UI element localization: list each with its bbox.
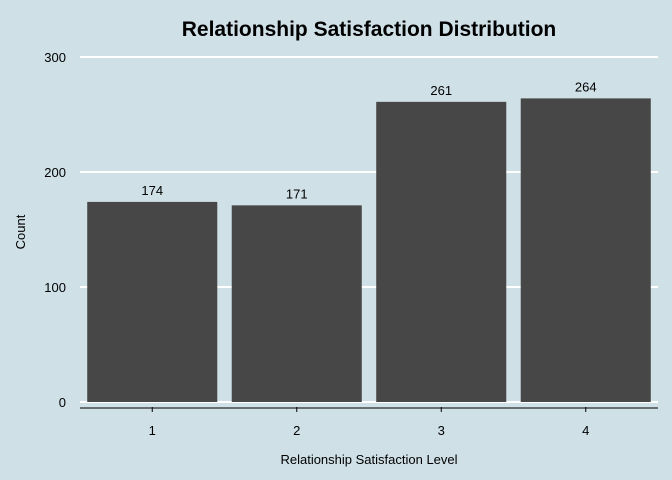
x-axis-title: Relationship Satisfaction Level: [280, 452, 457, 467]
bar: [87, 201, 218, 402]
y-tick-label: 300: [44, 50, 66, 65]
bars: [87, 98, 651, 403]
data-label: 171: [286, 186, 308, 201]
y-axis-title: Count: [13, 214, 28, 249]
chart-title: Relationship Satisfaction Distribution: [182, 18, 557, 41]
bar: [520, 98, 651, 403]
x-tick-label: 1: [149, 423, 156, 438]
x-tick-label: 3: [438, 423, 445, 438]
data-label: 261: [430, 83, 452, 98]
y-tick-label: 0: [59, 395, 66, 410]
y-tick-label: 200: [44, 165, 66, 180]
data-label: 264: [575, 79, 597, 94]
bar: [231, 205, 362, 402]
x-tick-label: 2: [293, 423, 300, 438]
data-labels: 174 171 261 264: [141, 79, 596, 201]
bar: [376, 101, 507, 402]
x-tick-label: 4: [582, 423, 589, 438]
data-label: 174: [141, 183, 163, 198]
axes: 0 100 200 300 1 2 3 4: [44, 50, 658, 438]
y-tick-label: 100: [44, 280, 66, 295]
